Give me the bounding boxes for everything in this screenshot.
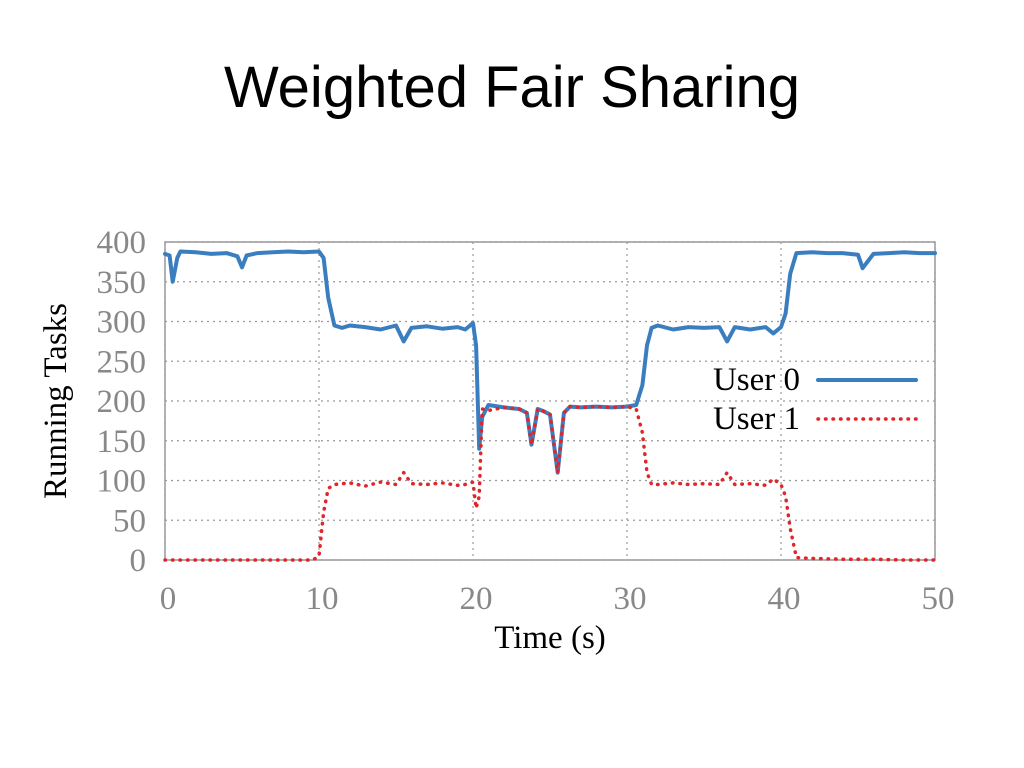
x-tick-label: 40 — [768, 581, 801, 617]
plot-frame — [164, 241, 936, 561]
y-tick-label: 50 — [113, 503, 146, 539]
x-tick-label: 30 — [614, 581, 647, 617]
y-tick-label: 200 — [97, 384, 147, 420]
x-tick-label: 10 — [306, 581, 339, 617]
y-tick-label: 350 — [97, 265, 147, 301]
page-title: Weighted Fair Sharing — [223, 55, 800, 120]
x-axis-label: Time (s) — [494, 620, 606, 656]
y-tick-label: 100 — [97, 464, 147, 500]
y-tick-label: 150 — [97, 424, 147, 460]
legend-label-user-0: User 0 — [713, 362, 800, 398]
y-tick-label: 0 — [130, 543, 147, 579]
x-tick-label: 20 — [460, 581, 493, 617]
y-tick-label: 400 — [97, 225, 147, 261]
legend-label-user-1: User 1 — [713, 401, 800, 437]
y-tick-label: 300 — [97, 305, 147, 341]
series-lines — [163, 249, 937, 562]
x-tick-label: 0 — [160, 581, 177, 617]
grid-lines — [164, 241, 936, 561]
legend: User 0 User 1 — [713, 362, 918, 437]
y-axis-label: Running Tasks — [38, 303, 74, 499]
series-line-user-1 — [163, 404, 937, 562]
series-line-user-0 — [163, 249, 937, 475]
y-tick-label: 250 — [97, 344, 147, 380]
x-tick-labels: 0 10 20 30 40 50 — [160, 581, 955, 617]
x-tick-label: 50 — [922, 581, 955, 617]
